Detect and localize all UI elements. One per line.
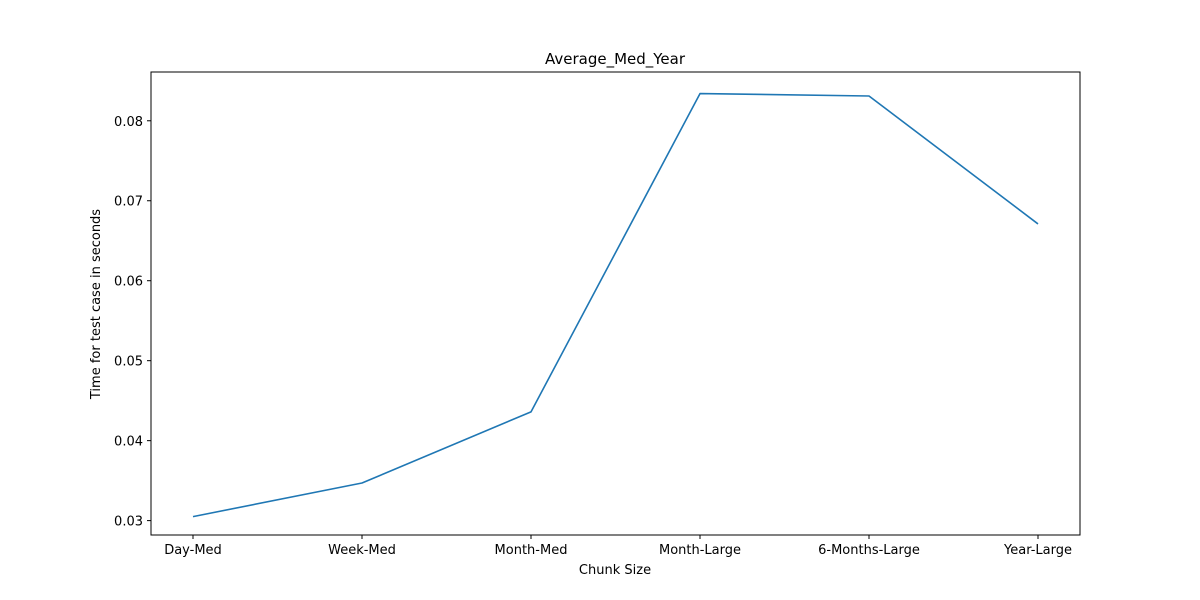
x-tick-label: Year-Large [1003,543,1072,558]
chart-title: Average_Med_Year [545,50,686,69]
x-tick-label: Day-Med [164,543,222,558]
y-tick-label: 0.03 [114,515,143,530]
x-tick-label: Month-Large [659,543,741,558]
y-axis-title: Time for test case in seconds [89,209,104,400]
x-tick-label: 6-Months-Large [818,543,920,558]
y-tick-label: 0.04 [114,435,143,450]
x-tick-label: Week-Med [328,543,396,558]
y-tick-label: 0.08 [114,115,143,130]
series-line [192,92,1039,518]
plot-area: Day-Med Week-Med Month-Med Month-Large 6-Mon… [114,71,1081,558]
y-tick-label: 0.05 [114,355,143,370]
x-tick-label: Month-Med [495,543,568,558]
y-tick-label: 0.06 [114,275,143,290]
x-axis-title: Chunk Size [579,563,651,578]
plot-frame [150,71,1081,536]
y-tick-label: 0.07 [114,195,143,210]
